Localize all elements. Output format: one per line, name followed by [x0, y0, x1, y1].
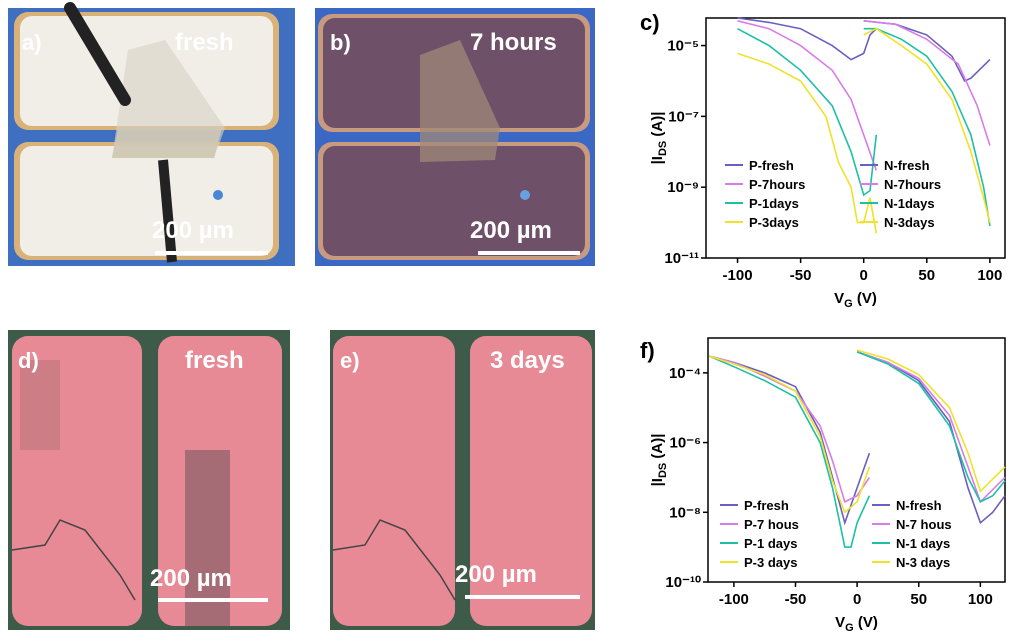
x-tick-label: -100: [723, 267, 753, 284]
series-line: [709, 356, 869, 512]
legend-label: N-fresh: [896, 498, 942, 513]
scale-bar-label: 200 µm: [470, 217, 552, 244]
series-line: [864, 21, 990, 81]
x-tick-label: -50: [790, 267, 812, 284]
figure: a) fresh 200 µm b) 7 hours 200 µm d) fre…: [0, 0, 1009, 639]
axis-label-part: (A)|: [649, 112, 666, 141]
panel-caption: fresh: [185, 347, 244, 374]
scale-bar-label: 200 µm: [152, 217, 234, 244]
y-tick-label: 10⁻⁹: [667, 179, 699, 196]
scale-bar-label: 200 µm: [455, 561, 537, 588]
panel-caption: 3 days: [490, 347, 565, 374]
axis-label-part: (A)|: [649, 434, 666, 463]
x-axis-label: VG (V): [835, 614, 878, 634]
micrograph-b: b) 7 hours 200 µm: [315, 8, 595, 266]
y-tick-label: 10⁻¹¹: [664, 250, 699, 267]
y-tick-label: 10⁻¹⁰: [665, 574, 701, 591]
x-axis-label: VG (V): [834, 290, 877, 310]
y-tick-label: 10⁻⁴: [669, 365, 701, 382]
x-tick-label: 50: [918, 267, 935, 284]
y-tick-label: 10⁻⁷: [668, 108, 699, 125]
panel-label: e): [340, 348, 360, 373]
legend-label: N-1 days: [896, 536, 950, 551]
axis-label-part: V: [834, 290, 844, 307]
legend-label: N-3days: [884, 215, 935, 230]
legend-label: N-7 hous: [896, 517, 952, 532]
y-tick-label: 10⁻⁶: [669, 435, 701, 452]
x-tick-label: 100: [977, 267, 1002, 284]
panel-label: c): [640, 10, 660, 35]
axis-label-part: |I: [649, 156, 666, 164]
series-line: [857, 352, 1005, 502]
x-tick-label: 100: [968, 591, 993, 608]
micrograph-a: a) fresh 200 µm: [8, 8, 295, 266]
series-line: [864, 21, 990, 146]
series-line: [709, 356, 869, 502]
axis-label-sub: DS: [657, 463, 669, 478]
series-line: [857, 352, 1005, 502]
scale-bar-label: 200 µm: [150, 565, 232, 592]
panel-label: f): [640, 338, 655, 363]
x-tick-label: 0: [860, 267, 868, 284]
y-axis-label: |IDS (A)|: [649, 112, 669, 165]
panel-caption: 7 hours: [470, 29, 557, 56]
axis-label-part: V: [835, 614, 845, 631]
y-tick-label: 10⁻⁸: [669, 504, 701, 521]
legend-label: N-3 days: [896, 555, 950, 570]
panel-caption: fresh: [175, 29, 234, 56]
series-line: [738, 21, 877, 171]
panel-label: d): [18, 348, 39, 373]
series-line: [738, 18, 877, 60]
axis-label-sub: DS: [657, 141, 669, 156]
micrograph-e: e) 3 days 200 µm: [330, 330, 595, 630]
y-axis-label: |IDS (A)|: [649, 434, 669, 487]
x-tick-label: 50: [910, 591, 927, 608]
axis-label-part: (V): [853, 290, 877, 307]
series-line: [857, 350, 1005, 491]
axis-label-part: |I: [649, 478, 666, 486]
legend-label: P-7hours: [749, 177, 805, 192]
legend-label: N-7hours: [884, 177, 941, 192]
legend-label: P-1days: [749, 196, 799, 211]
x-tick-label: 0: [853, 591, 861, 608]
legend-label: N-1days: [884, 196, 935, 211]
series-line: [709, 356, 869, 523]
legend-label: P-3days: [749, 215, 799, 230]
y-tick-label: 10⁻⁵: [667, 38, 699, 55]
legend-label: P-fresh: [744, 498, 789, 513]
legend-label: P-7 hous: [744, 517, 799, 532]
legend-label: P-3 days: [744, 555, 797, 570]
legend-label: P-fresh: [749, 158, 794, 173]
axis-label-sub: G: [845, 622, 854, 634]
legend-label: N-fresh: [884, 158, 930, 173]
panel-label: a): [22, 30, 42, 55]
legend-label: P-1 days: [744, 536, 797, 551]
axis-label-part: (V): [854, 614, 878, 631]
panel-label: b): [330, 30, 351, 55]
x-tick-label: -50: [785, 591, 807, 608]
x-tick-label: -100: [719, 591, 749, 608]
axis-label-sub: G: [844, 298, 853, 310]
series-line: [864, 29, 990, 223]
micrograph-d: d) fresh 200 µm: [8, 330, 290, 630]
